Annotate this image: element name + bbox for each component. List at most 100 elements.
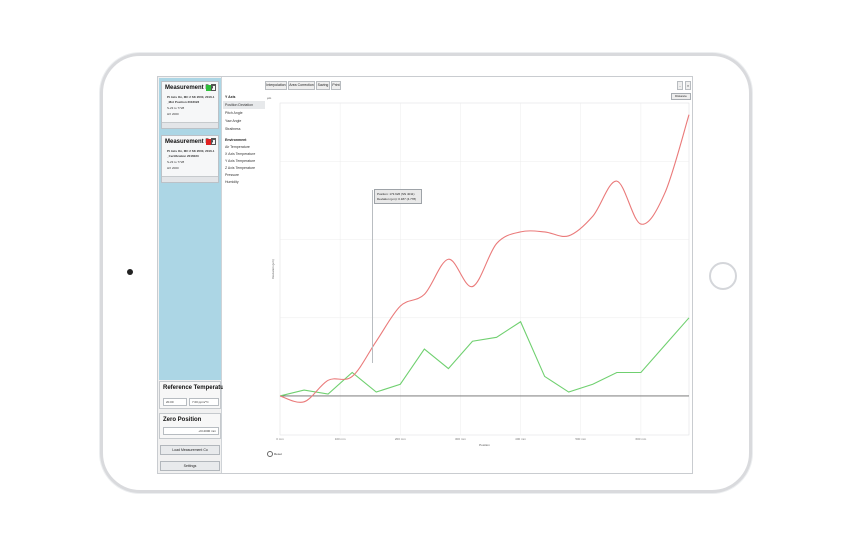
- y-axis-label: Deviation (μm): [271, 259, 275, 279]
- delete-icon[interactable]: [211, 138, 216, 145]
- data-point: [352, 376, 353, 377]
- data-point: [424, 348, 425, 349]
- tab-saving[interactable]: Saving: [316, 81, 330, 90]
- reset-control[interactable]: Reset: [267, 451, 282, 457]
- data-point: [520, 321, 521, 322]
- deviation-chart[interactable]: 0 mm 100 mm 200 mm 300 mm 400 mm 500 mm 600 mm…: [265, 77, 693, 474]
- zero-position-input[interactable]: -23.2000 mm: [163, 427, 219, 435]
- data-point: [496, 243, 497, 244]
- data-tooltip: Position: 173.926 (SN 4011) Deviation (μ…: [374, 189, 422, 204]
- tab-print[interactable]: Print: [331, 81, 341, 90]
- data-point: [472, 286, 473, 287]
- minimize-icon[interactable]: -: [677, 81, 683, 90]
- data-point: [688, 317, 689, 318]
- reference-temperature-title: Reference Temperature: [163, 385, 230, 391]
- data-point: [303, 401, 304, 402]
- measurement-line: HX 2000: [167, 166, 179, 170]
- param-item[interactable]: Straitness: [225, 127, 241, 131]
- x-axis-label: Position: [479, 443, 490, 447]
- plot-area: [279, 102, 690, 436]
- x-tick-label: 600 mm: [635, 437, 646, 441]
- measurement-list[interactable]: Measurement Po Pt Axis On, MC 2 SK 2000,…: [159, 78, 221, 380]
- data-point: [616, 372, 617, 373]
- reset-icon: [267, 451, 273, 457]
- axis-heading: Y Axis: [225, 95, 236, 99]
- measurement-line: S-23 to 7728: [167, 160, 185, 164]
- param-item[interactable]: Position Deviation: [225, 103, 254, 107]
- measurement-line: _Mnt Position 2016023: [167, 100, 200, 104]
- data-point: [544, 231, 545, 232]
- measurement-line: Pt Axis On, MC 2 SK 2000, 2016-1: [167, 95, 215, 99]
- environment-heading: Environment: [225, 138, 247, 142]
- delete-icon[interactable]: [211, 84, 216, 91]
- data-point: [544, 376, 545, 377]
- param-item[interactable]: X Axis Temperature: [225, 152, 256, 156]
- tab-area-correction[interactable]: Area Correction: [288, 81, 315, 90]
- data-point: [400, 306, 401, 307]
- param-item[interactable]: Z Axis Temperature: [225, 166, 256, 170]
- expansion-coefficient-select[interactable]: 7.00 ppm/°C: [189, 398, 219, 406]
- zero-position-section: Zero Position -23.2000 mm: [159, 413, 221, 439]
- series-line-2: [279, 114, 690, 403]
- tab-interpolation[interactable]: Interpolation: [265, 81, 287, 90]
- data-point: [664, 192, 665, 193]
- data-point: [664, 345, 665, 346]
- data-point: [568, 235, 569, 236]
- data-point: [688, 114, 689, 115]
- tooltip-position: Position: 173.926 (SN 4011): [377, 192, 415, 196]
- sidebar: Measurement Po Pt Axis On, MC 2 SK 2000,…: [158, 77, 230, 473]
- param-item[interactable]: Air Temperature: [225, 145, 250, 149]
- measurement-line: HX 2000: [167, 112, 179, 116]
- camera-dot: [127, 269, 133, 275]
- data-point: [303, 389, 304, 390]
- param-item[interactable]: Pitch Angle: [225, 111, 243, 115]
- home-button[interactable]: [709, 262, 737, 290]
- cursor-marker-line: [372, 190, 373, 363]
- data-point: [448, 259, 449, 260]
- load-measurement-button[interactable]: Load Measurement Co: [160, 445, 220, 455]
- reset-label: Reset: [274, 451, 282, 456]
- status-indicator: [206, 85, 211, 91]
- x-tick-label: 200 mm: [395, 437, 406, 441]
- data-point: [376, 341, 377, 342]
- close-icon[interactable]: ×: [685, 81, 691, 90]
- data-point: [640, 223, 641, 224]
- chart-panel: Interpolation Area Correction Saving Pri…: [265, 77, 693, 474]
- measurement-title: Measurement Po: [165, 139, 214, 145]
- data-point: [328, 393, 329, 394]
- tooltip-deviation: Deviation (μm): 0.187 (4.778): [377, 197, 417, 201]
- reference-temperature-select[interactable]: 20.00: [163, 398, 187, 406]
- measurement-line: Pt Axis On, MC 2 SK 2000, 2016-1: [167, 149, 215, 153]
- status-indicator: [206, 139, 211, 145]
- zero-position-title: Zero Position: [163, 417, 202, 423]
- data-point: [568, 391, 569, 392]
- reference-temperature-section: Reference Temperature 20.00 7.00 ppm/°C: [159, 381, 230, 409]
- parameter-list: Y Axis Position Deviation Pitch Angle Ya…: [223, 77, 265, 473]
- x-tick-label: 0 mm: [276, 437, 284, 441]
- measurement-card[interactable]: Measurement Po Pt Axis On, MC 2 SK 2000,…: [161, 135, 219, 183]
- param-item[interactable]: Yaw Angle: [225, 119, 242, 123]
- unit-label: μm: [267, 96, 272, 100]
- measurement-line: _Certification 2016023: [167, 154, 199, 158]
- settings-button[interactable]: Settings: [160, 461, 220, 471]
- data-point: [400, 384, 401, 385]
- data-point: [592, 384, 593, 385]
- param-item[interactable]: Humidity: [225, 180, 239, 184]
- distance-button[interactable]: Distance: [671, 93, 691, 100]
- data-point: [472, 341, 473, 342]
- data-point: [376, 391, 377, 392]
- data-point: [448, 368, 449, 369]
- data-point: [279, 395, 280, 396]
- x-tick-label: 300 mm: [455, 437, 466, 441]
- param-item[interactable]: Pressure: [225, 173, 240, 177]
- data-point: [520, 231, 521, 232]
- data-point: [424, 294, 425, 295]
- x-tick-label: 100 mm: [335, 437, 346, 441]
- data-point: [352, 372, 353, 373]
- card-footer: [162, 122, 218, 128]
- measurement-line: S-23 to 7728: [167, 106, 185, 110]
- measurement-card[interactable]: Measurement Po Pt Axis On, MC 2 SK 2000,…: [161, 81, 219, 129]
- app-screen: Measurement Po Pt Axis On, MC 2 SK 2000,…: [157, 76, 693, 474]
- param-item[interactable]: Y Axis Temperature: [225, 159, 256, 163]
- data-point: [640, 372, 641, 373]
